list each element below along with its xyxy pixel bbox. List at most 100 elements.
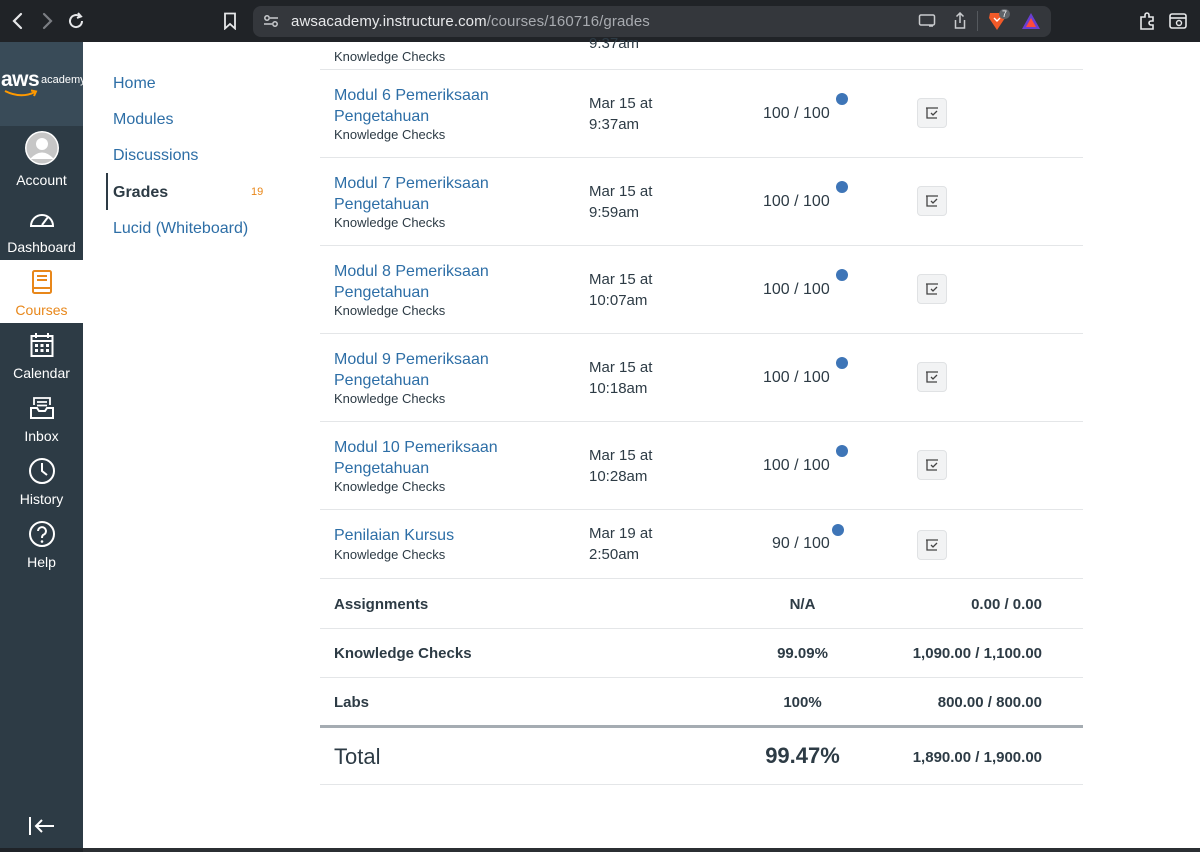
unread-dot-icon <box>836 181 848 193</box>
unread-dot-icon <box>836 445 848 457</box>
scoring-details-button[interactable] <box>917 450 947 480</box>
scoring-details-icon <box>926 371 938 383</box>
assignment-link[interactable]: Modul 10 Pemeriksaan Pengetahuan <box>334 439 498 477</box>
total-points: 1,890.00 / 1,900.00 <box>912 749 1042 766</box>
table-row: Modul 10 Pemeriksaan Pengetahuan Knowled… <box>320 422 1083 510</box>
nav-dashboard-label: Dashboard <box>7 239 76 255</box>
extensions-icon[interactable] <box>1136 9 1160 33</box>
assignment-link[interactable]: Modul 6 Pemeriksaan Pengetahuan <box>334 87 489 125</box>
score: 100 / 100 <box>763 105 830 122</box>
course-nav-grades[interactable]: Grades <box>113 184 169 201</box>
scoring-details-button[interactable] <box>917 274 947 304</box>
wallet-icon[interactable] <box>1166 9 1190 33</box>
group-name: Labs <box>334 694 370 711</box>
calendar-icon <box>0 330 83 360</box>
submitted-date: 9:37am <box>589 35 640 52</box>
nav-courses[interactable]: Courses <box>0 260 83 323</box>
assignment-link[interactable]: Modul 8 Pemeriksaan Pengetahuan <box>334 263 489 301</box>
assignment-link[interactable]: Penilaian Kursus <box>334 527 455 544</box>
table-row: Modul 8 Pemeriksaan Pengetahuan Knowledg… <box>320 246 1083 334</box>
table-row: Modul 6 Pemeriksaan Pengetahuan Knowledg… <box>320 70 1083 158</box>
group-name: Knowledge Checks <box>334 645 472 662</box>
group-total-row: Labs 100% 800.00 / 800.00 <box>320 678 1083 728</box>
unread-dot-icon <box>836 357 848 369</box>
assignment-group: Knowledge Checks <box>334 49 446 64</box>
nav-inbox-label: Inbox <box>24 428 59 444</box>
collapse-nav-icon[interactable] <box>28 815 56 842</box>
avatar <box>0 131 83 165</box>
table-row: Modul 7 Pemeriksaan Pengetahuan Knowledg… <box>320 158 1083 246</box>
help-icon <box>0 519 83 549</box>
nav-history-label: History <box>19 491 64 507</box>
nav-inbox[interactable]: Inbox <box>0 386 83 448</box>
global-nav: aws academy Account Dashboard Courses <box>0 42 83 848</box>
group-total-row: Assignments N/A 0.00 / 0.00 <box>320 579 1083 629</box>
logo-smile-icon <box>4 89 38 97</box>
grades-table: Knowledge Checks 9:37am Modul 6 Pemeriks… <box>320 35 1200 848</box>
share-icon[interactable] <box>953 11 967 35</box>
back-icon[interactable] <box>6 9 30 33</box>
scoring-details-button[interactable] <box>917 98 947 128</box>
address-bar[interactable]: awsacademy.instructure.com/courses/16071… <box>253 6 1051 37</box>
nav-courses-label: Courses <box>15 302 68 318</box>
cast-icon[interactable] <box>918 13 936 34</box>
course-nav-home[interactable]: Home <box>113 75 156 92</box>
assignment-link[interactable]: Modul 9 Pemeriksaan Pengetahuan <box>334 351 489 389</box>
scoring-details-icon <box>926 459 938 471</box>
total-percent: 99.47% <box>765 743 840 768</box>
group-percent: 99.09% <box>777 645 828 662</box>
url-host: awsacademy.instructure.com <box>291 13 487 30</box>
total-row: Total 99.47% 1,890.00 / 1,900.00 <box>320 728 1083 785</box>
bookmark-icon[interactable] <box>218 9 242 33</box>
nav-help[interactable]: Help <box>0 512 83 574</box>
score: 100 / 100 <box>763 369 830 386</box>
dashboard-icon <box>0 204 83 234</box>
scoring-details-button[interactable] <box>917 530 947 560</box>
nav-account[interactable]: Account <box>0 130 83 192</box>
assignment-group: Knowledge Checks <box>334 547 446 562</box>
course-nav-modules[interactable]: Modules <box>113 111 174 128</box>
group-points: 0.00 / 0.00 <box>971 596 1042 613</box>
site-settings-icon[interactable] <box>263 14 279 33</box>
submitted-date: Mar 15 at 10:28am <box>589 447 653 485</box>
forward-icon[interactable] <box>35 9 59 33</box>
nav-account-label: Account <box>16 172 67 188</box>
aws-academy-logo[interactable]: aws academy <box>0 42 83 126</box>
assignment-group: Knowledge Checks <box>334 303 446 318</box>
divider <box>977 11 978 31</box>
group-points: 1,090.00 / 1,100.00 <box>912 645 1042 662</box>
nav-calendar-label: Calendar <box>13 365 70 381</box>
score: 100 / 100 <box>763 457 830 474</box>
scoring-details-button[interactable] <box>917 186 947 216</box>
unread-dot-icon <box>836 93 848 105</box>
assignment-link[interactable]: Modul 7 Pemeriksaan Pengetahuan <box>334 175 489 213</box>
scoring-details-icon <box>926 107 938 119</box>
group-percent: N/A <box>789 596 816 613</box>
logo-aws-text: aws <box>1 68 40 91</box>
assignment-group: Knowledge Checks <box>334 391 446 406</box>
logo-academy-text: academy <box>41 74 83 86</box>
nav-dashboard[interactable]: Dashboard <box>0 197 83 259</box>
reload-icon[interactable] <box>64 9 88 33</box>
rewards-icon[interactable] <box>1021 12 1041 35</box>
course-nav-discussions[interactable]: Discussions <box>113 147 199 164</box>
extension-badge: 7 <box>999 9 1011 19</box>
grades-count-badge: 19 <box>251 186 264 198</box>
total-label: Total <box>334 744 381 769</box>
scoring-details-icon <box>926 195 938 207</box>
nav-calendar[interactable]: Calendar <box>0 323 83 385</box>
courses-icon <box>0 267 83 297</box>
submitted-date: Mar 15 at 9:59am <box>589 183 653 221</box>
inbox-icon <box>0 393 83 423</box>
course-nav-lucid[interactable]: Lucid (Whiteboard) <box>113 220 249 237</box>
table-row: Knowledge Checks 9:37am <box>320 22 1083 70</box>
submitted-date: Mar 15 at 10:07am <box>589 271 653 309</box>
group-total-row: Knowledge Checks 99.09% 1,090.00 / 1,100… <box>320 629 1083 678</box>
browser-toolbar: awsacademy.instructure.com/courses/16071… <box>0 0 1200 42</box>
url-text: awsacademy.instructure.com/courses/16071… <box>291 13 650 30</box>
nav-history[interactable]: History <box>0 449 83 511</box>
table-row: Modul 9 Pemeriksaan Pengetahuan Knowledg… <box>320 334 1083 422</box>
unread-dot-icon <box>836 269 848 281</box>
scoring-details-button[interactable] <box>917 362 947 392</box>
